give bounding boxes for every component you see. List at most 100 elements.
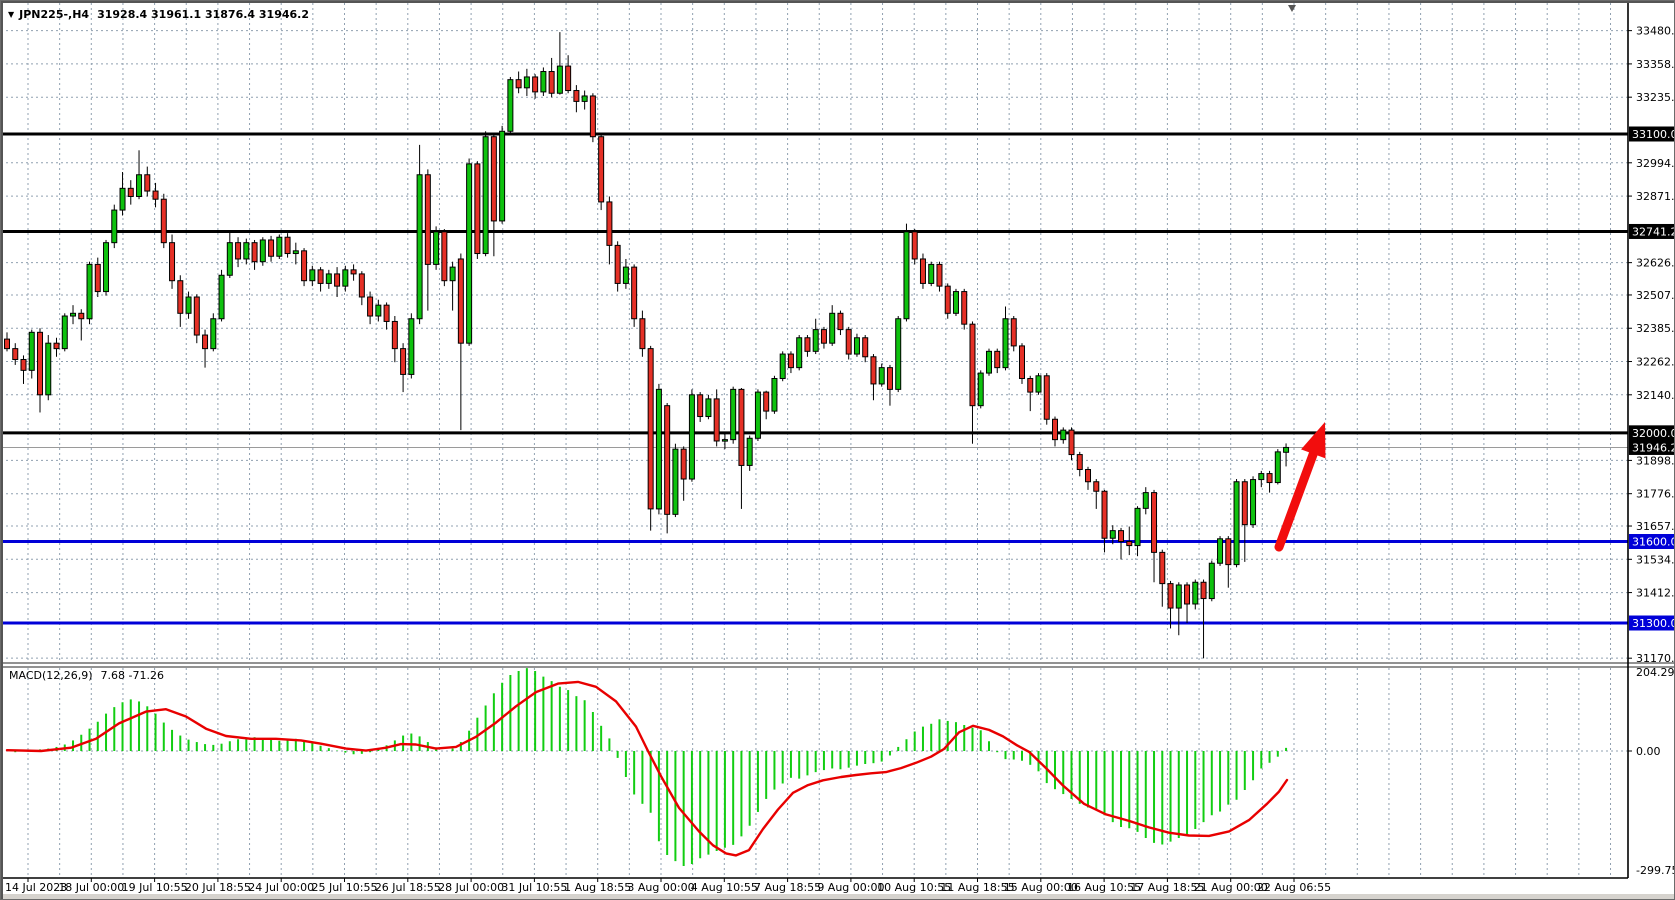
time-tick-label: 26 Jul 18:55: [375, 881, 441, 894]
candle: [457, 258, 464, 344]
price-axis[interactable]: 33480.5 33358.0 33235.5 32994.0 32871.5 32626…: [1628, 25, 1675, 666]
candle: [1192, 581, 1199, 605]
candle: [1184, 584, 1191, 605]
candle: [738, 388, 745, 466]
candle: [342, 269, 349, 287]
candle: [400, 348, 407, 375]
candle: [1085, 469, 1092, 483]
candle: [680, 448, 687, 480]
candle: [730, 388, 737, 441]
macd-max-label: 204.29: [1636, 666, 1675, 679]
candle: [1076, 454, 1083, 471]
candle: [1027, 378, 1034, 393]
time-tick-label: 16 Aug 10:55: [1067, 881, 1141, 894]
candle: [556, 65, 563, 94]
time-tick-label: 3 Aug 00:00: [627, 881, 694, 894]
candle: [515, 79, 522, 89]
candle: [1233, 481, 1240, 566]
symbol-dropdown-icon[interactable]: ▼: [8, 10, 15, 19]
price-line-label-box: [1629, 534, 1674, 550]
candle: [614, 244, 621, 284]
candles-layer: [4, 32, 1290, 659]
price-tick-label: 32994.0: [1636, 157, 1675, 170]
candle: [895, 318, 902, 390]
macd-name: MACD(12,26,9): [9, 669, 93, 682]
candle: [53, 342, 60, 350]
candle: [1266, 473, 1273, 484]
candle: [1035, 375, 1042, 393]
candle: [37, 331, 44, 396]
candle: [218, 274, 225, 320]
time-tick-label: 19 Jul 10:55: [122, 881, 188, 894]
candle: [688, 394, 695, 480]
candle: [796, 337, 803, 369]
candle: [28, 331, 35, 371]
candle: [754, 391, 761, 439]
macd-axis: 204.29 0.00 -299.75: [1628, 666, 1675, 877]
price-line-label-box: [1629, 439, 1674, 455]
candle: [202, 334, 209, 350]
candle: [870, 356, 877, 385]
candle: [482, 136, 489, 255]
chart-title-bar: ▼ JPN225-,H4 31928.4 31961.1 31876.4 31946…: [8, 8, 309, 21]
candle: [259, 239, 266, 263]
candle: [697, 394, 704, 418]
price-tick-label: 32140.0: [1636, 389, 1675, 402]
candle: [1134, 507, 1141, 547]
candle: [301, 250, 308, 282]
candle: [763, 391, 770, 412]
candle: [721, 439, 728, 442]
candle: [1043, 375, 1050, 420]
macd-values: 7.68 -71.26: [100, 669, 164, 682]
time-tick-label: 18 Jul 00:00: [58, 881, 124, 894]
candle: [284, 236, 291, 255]
candle: [433, 231, 440, 265]
candle: [977, 372, 984, 407]
candle: [1052, 418, 1059, 441]
trend-arrow-annotation[interactable]: [1274, 422, 1326, 552]
candle: [70, 312, 77, 317]
panel-splitter[interactable]: [1, 662, 1675, 668]
candle: [474, 163, 481, 255]
time-tick-label: 21 Aug 00:00: [1194, 881, 1268, 894]
candle: [532, 76, 539, 93]
candle: [499, 130, 506, 222]
candle: [672, 448, 679, 515]
candle: [622, 266, 629, 284]
price-line-label: 33100.0: [1632, 128, 1675, 141]
candle: [779, 353, 786, 380]
signal-polyline: [5, 680, 1289, 857]
candle: [243, 242, 250, 260]
candle: [45, 342, 52, 396]
candle: [1175, 584, 1182, 609]
candle: [1002, 318, 1009, 369]
candle: [952, 291, 959, 314]
candle: [350, 269, 357, 275]
candle: [103, 242, 110, 293]
candle: [193, 296, 200, 336]
price-tick-label: 31898.5: [1636, 454, 1675, 467]
candle: [325, 273, 332, 284]
candle: [169, 242, 176, 282]
time-tick-label: 20 Jul 18:55: [185, 881, 251, 894]
macd-signal-line: [5, 680, 1289, 857]
candle: [862, 337, 869, 358]
candle: [878, 367, 885, 385]
candle: [1010, 318, 1017, 347]
time-tick-label: 10 Aug 10:55: [877, 881, 951, 894]
candle: [375, 304, 382, 317]
candle: [383, 304, 390, 322]
candle: [1274, 451, 1281, 484]
candle: [936, 263, 943, 287]
price-tick-label: 32626.5: [1636, 257, 1675, 270]
price-tick-label: 32262.5: [1636, 356, 1675, 369]
price-tick-label: 31412.0: [1636, 587, 1675, 600]
candle: [911, 231, 918, 260]
candle: [903, 231, 910, 320]
horizontal-price-lines[interactable]: [1, 132, 1628, 625]
candle: [367, 296, 374, 317]
candle: [185, 296, 192, 314]
candle: [20, 358, 27, 371]
